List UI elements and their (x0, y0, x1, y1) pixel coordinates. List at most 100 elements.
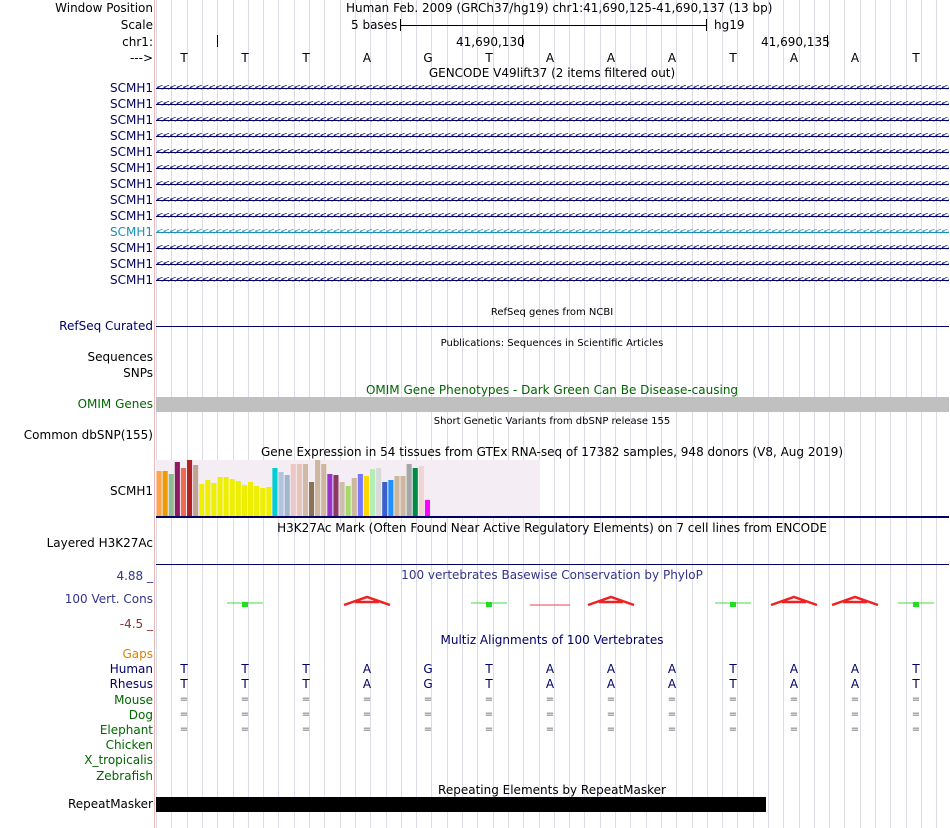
gtex-tissue-bar[interactable] (248, 482, 254, 516)
gencode-gene-label[interactable]: SCMH1 (109, 241, 153, 255)
scale-label[interactable]: Scale (120, 18, 153, 32)
omim-track-label[interactable]: OMIM Genes (77, 397, 153, 411)
gencode-gene-label[interactable]: SCMH1 (109, 145, 153, 159)
gtex-tissue-bar[interactable] (223, 477, 229, 516)
gtex-tissue-bar[interactable] (376, 468, 382, 516)
gencode-gene-line[interactable] (156, 120, 949, 121)
gencode-gene-line[interactable] (156, 232, 949, 233)
gencode-gene-line[interactable] (156, 280, 949, 281)
window-position-label[interactable]: Window Position (55, 1, 153, 15)
gtex-tissue-bar[interactable] (193, 465, 199, 516)
dbsnp-track-label[interactable]: Common dbSNP(155) (23, 428, 153, 442)
gtex-tissue-bar[interactable] (370, 469, 376, 516)
refseq-gene-line[interactable] (156, 326, 949, 327)
gencode-gene-line[interactable] (156, 168, 949, 169)
gtex-tissue-bar[interactable] (278, 472, 284, 516)
gencode-gene-line[interactable] (156, 248, 949, 249)
gtex-tissue-bar[interactable] (156, 471, 162, 516)
gtex-tissue-bar[interactable] (241, 485, 247, 516)
gtex-tissue-bar[interactable] (272, 468, 278, 516)
gtex-tissue-bar[interactable] (412, 468, 418, 516)
phylop-accelerated-mark[interactable] (770, 595, 818, 607)
gtex-tissue-bar[interactable] (211, 483, 217, 516)
gtex-tissue-bar[interactable] (162, 471, 168, 516)
gtex-tissue-bar[interactable] (284, 475, 290, 516)
gtex-tissue-bar[interactable] (296, 464, 302, 516)
gencode-gene-label[interactable]: SCMH1 (109, 81, 153, 95)
multiz-species-label[interactable]: Mouse (114, 692, 153, 707)
gtex-tissue-bar[interactable] (363, 476, 369, 516)
multiz-species-label[interactable]: Elephant (99, 723, 153, 737)
gtex-tissue-bar[interactable] (382, 482, 388, 516)
sequences-track-label[interactable]: Sequences (87, 350, 153, 364)
publications-track-title[interactable]: Publications: Sequences in Scientific Ar… (440, 338, 664, 349)
gtex-tissue-bar[interactable] (174, 462, 180, 516)
gtex-tissue-bar[interactable] (400, 476, 406, 516)
snps-track-label[interactable]: SNPs (123, 366, 153, 380)
phylop-conserved-mark[interactable] (242, 602, 248, 607)
multiz-species-label[interactable]: Zebrafish (96, 768, 153, 783)
gtex-bar-chart[interactable] (156, 460, 540, 516)
gencode-gene-line[interactable] (156, 200, 949, 201)
gencode-gene-label[interactable]: SCMH1 (109, 177, 153, 191)
refseq-track-label[interactable]: RefSeq Curated (59, 319, 153, 333)
gtex-tissue-bar[interactable] (168, 474, 174, 516)
gtex-tissue-bar[interactable] (235, 481, 241, 516)
multiz-species-label[interactable]: X_tropicalis (84, 753, 153, 768)
gencode-gene-line[interactable] (156, 136, 949, 137)
gencode-gene-label[interactable]: SCMH1 (109, 225, 153, 239)
multiz-species-label[interactable]: Human (109, 662, 153, 677)
phylop-track-label[interactable]: 100 Vert. Cons (64, 592, 153, 606)
gtex-tissue-bar[interactable] (327, 474, 333, 516)
chrom-label[interactable]: chr1: (122, 35, 153, 49)
gencode-gene-label[interactable]: SCMH1 (109, 193, 153, 207)
gtex-tissue-bar[interactable] (266, 487, 272, 516)
phylop-track-title[interactable]: 100 vertebrates Basewise Conservation by… (401, 568, 703, 582)
multiz-species-label[interactable]: Chicken (105, 738, 153, 753)
gencode-gene-label[interactable]: SCMH1 (109, 129, 153, 143)
gencode-gene-label[interactable]: SCMH1 (109, 209, 153, 223)
gencode-gene-label[interactable]: SCMH1 (109, 257, 153, 271)
multiz-species-label[interactable]: Rhesus (109, 677, 153, 692)
phylop-accelerated-mark[interactable] (343, 595, 391, 607)
refseq-track-title[interactable]: RefSeq genes from NCBI (490, 307, 614, 318)
omim-gene-bar[interactable] (156, 397, 949, 412)
gtex-tissue-bar[interactable] (302, 464, 308, 516)
gencode-track-title[interactable]: GENCODE V49lift37 (2 items filtered out) (428, 66, 676, 80)
phylop-conserved-mark[interactable] (486, 602, 492, 607)
gtex-track-title[interactable]: Gene Expression in 54 tissues from GTEx … (260, 445, 844, 459)
gtex-tissue-bar[interactable] (199, 484, 205, 516)
omim-track-title[interactable]: OMIM Gene Phenotypes - Dark Green Can Be… (365, 383, 739, 397)
phylop-accelerated-mark[interactable] (831, 595, 879, 607)
gtex-tissue-bar[interactable] (260, 488, 266, 516)
gtex-tissue-bar[interactable] (418, 466, 424, 516)
gtex-tissue-bar[interactable] (406, 464, 412, 516)
phylop-conserved-mark[interactable] (730, 602, 736, 607)
gtex-tissue-bar[interactable] (345, 486, 351, 516)
repeatmasker-track-label[interactable]: RepeatMasker (67, 797, 153, 811)
gencode-gene-label[interactable]: SCMH1 (109, 161, 153, 175)
repeatmasker-track-title[interactable]: Repeating Elements by RepeatMasker (438, 783, 666, 797)
multiz-species-label[interactable]: Dog (128, 707, 153, 722)
gtex-tissue-bar[interactable] (394, 476, 400, 516)
gencode-gene-line[interactable] (156, 216, 949, 217)
gencode-gene-label[interactable]: SCMH1 (109, 273, 153, 287)
gtex-tissue-bar[interactable] (351, 478, 357, 516)
gencode-gene-label[interactable]: SCMH1 (109, 97, 153, 111)
gtex-tissue-bar[interactable] (309, 482, 315, 516)
gtex-track-label[interactable]: SCMH1 (109, 484, 153, 498)
phylop-plot[interactable] (156, 582, 949, 622)
gtex-tissue-bar[interactable] (339, 482, 345, 516)
gencode-gene-line[interactable] (156, 104, 949, 105)
gtex-tissue-bar[interactable] (205, 480, 211, 516)
gtex-tissue-bar[interactable] (315, 460, 321, 516)
multiz-species-label[interactable]: Gaps (122, 647, 153, 661)
gtex-tissue-bar[interactable] (229, 479, 235, 516)
gencode-gene-line[interactable] (156, 88, 949, 89)
gtex-tissue-bar[interactable] (180, 468, 186, 516)
gtex-tissue-bar[interactable] (388, 480, 394, 516)
gtex-tissue-bar[interactable] (254, 486, 260, 516)
gencode-gene-line[interactable] (156, 264, 949, 265)
h3k27ac-track-label[interactable]: Layered H3K27Ac (46, 536, 153, 550)
h3k27ac-track-title[interactable]: H3K27Ac Mark (Often Found Near Active Re… (277, 521, 827, 535)
